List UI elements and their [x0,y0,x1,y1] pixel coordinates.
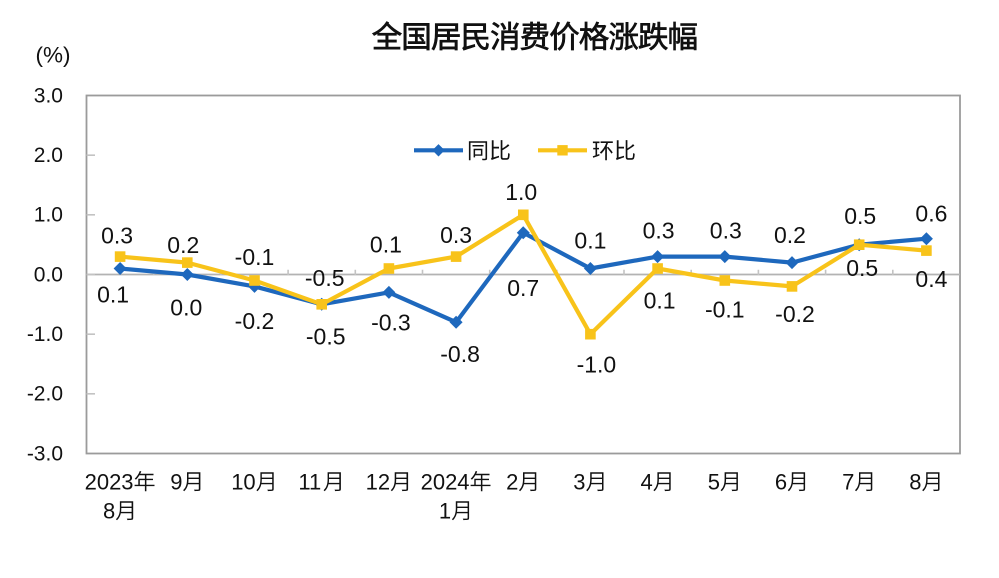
svg-text:8: 8 [103,499,115,524]
svg-text:0.3: 0.3 [710,218,742,244]
svg-text:1.0: 1.0 [34,204,63,227]
svg-text:10: 10 [231,470,255,495]
svg-text:-2.0: -2.0 [27,383,63,406]
svg-text:3.0: 3.0 [34,84,63,107]
svg-text:0.6: 0.6 [915,200,947,226]
svg-text:0.1: 0.1 [370,232,402,258]
svg-text:3: 3 [573,470,585,495]
svg-text:0.2: 0.2 [167,232,199,258]
svg-text:6: 6 [775,470,787,495]
svg-text:0.1: 0.1 [644,288,676,314]
svg-text:8: 8 [909,470,921,495]
svg-text:0.5: 0.5 [844,203,876,229]
svg-text:7: 7 [842,470,854,495]
svg-text:-3.0: -3.0 [27,442,63,465]
svg-text:0.0: 0.0 [34,263,63,286]
svg-text:0.2: 0.2 [774,222,806,248]
svg-text:(%): (%) [36,43,71,68]
svg-text:0.1: 0.1 [574,228,606,254]
svg-text:-0.2: -0.2 [775,301,815,327]
svg-text:-0.8: -0.8 [440,341,480,367]
svg-text:2023: 2023 [85,470,134,495]
svg-text:0.7: 0.7 [507,275,539,301]
svg-text:-1.0: -1.0 [27,323,63,346]
svg-text:-1.0: -1.0 [577,352,617,378]
svg-text:0.5: 0.5 [846,255,878,281]
svg-text:4: 4 [641,470,653,495]
svg-text:11: 11 [298,470,321,495]
svg-text:9: 9 [170,470,182,495]
svg-text:12: 12 [366,470,390,495]
svg-text:0.0: 0.0 [170,295,202,321]
svg-text:2.0: 2.0 [34,144,63,167]
svg-text:-0.3: -0.3 [371,310,411,336]
svg-text:-0.2: -0.2 [235,308,275,334]
svg-text:-0.1: -0.1 [235,244,275,270]
svg-text:-0.5: -0.5 [306,324,346,350]
svg-text:2: 2 [506,470,518,495]
svg-text:-0.5: -0.5 [305,265,345,291]
svg-text:1: 1 [439,499,451,524]
svg-text:0.3: 0.3 [101,223,133,249]
svg-text:1.0: 1.0 [505,179,537,205]
svg-text:0.3: 0.3 [643,217,675,243]
svg-text:5: 5 [708,470,720,495]
svg-text:0.1: 0.1 [97,281,129,307]
svg-text:0.4: 0.4 [915,266,947,292]
svg-text:-0.1: -0.1 [705,297,745,323]
svg-text:0.3: 0.3 [440,222,472,248]
svg-text:2024: 2024 [421,470,470,495]
